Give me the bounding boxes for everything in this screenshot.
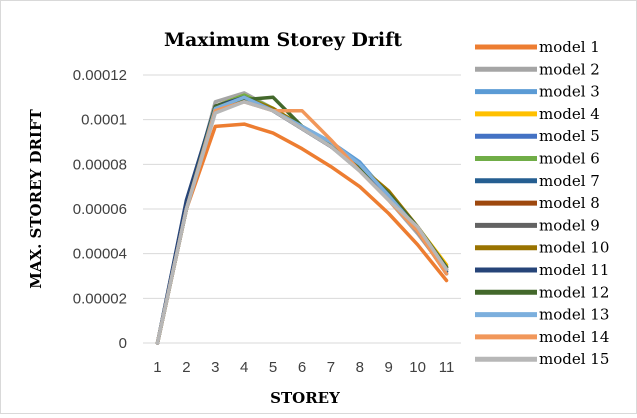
y-tick-label: 0.00004 xyxy=(73,246,127,263)
legend-label: model 1 xyxy=(539,38,600,56)
y-axis-title: MAX. STOREY DRIFT xyxy=(27,108,45,288)
legend-label: model 8 xyxy=(539,194,600,212)
y-axis-ticks: 0 0.00002 0.00004 0.00006 0.00008 0.0001 0.000… xyxy=(73,67,127,352)
legend-label: model 2 xyxy=(539,60,600,78)
series-line-model-1 xyxy=(155,122,449,345)
x-tick-label: 4 xyxy=(240,359,248,376)
gridlines xyxy=(143,74,461,344)
legend-label: model 14 xyxy=(539,328,609,346)
series-line-model-14 xyxy=(155,100,449,345)
legend-label: model 4 xyxy=(539,105,600,123)
series-line-model-12 xyxy=(155,95,449,345)
x-tick-label: 1 xyxy=(153,359,161,376)
x-tick-label: 7 xyxy=(327,359,335,376)
series-line-model-10 xyxy=(155,95,449,345)
legend-label: model 11 xyxy=(539,261,609,279)
legend-label: model 12 xyxy=(539,283,609,301)
x-axis-title: STOREY xyxy=(270,389,340,407)
series-line-model-3 xyxy=(155,95,449,345)
x-tick-label: 10 xyxy=(409,359,426,376)
legend-label: model 9 xyxy=(539,216,600,234)
x-tick-label: 9 xyxy=(385,359,393,376)
legend-label: model 5 xyxy=(539,127,600,145)
y-tick-label: 0.0001 xyxy=(81,112,127,129)
series-line-model-15 xyxy=(155,100,449,345)
series-line-model-9 xyxy=(155,97,449,345)
series-line-model-11 xyxy=(155,95,449,345)
x-tick-label: 5 xyxy=(269,359,277,376)
series-line-model-7 xyxy=(155,95,449,345)
legend-label: model 7 xyxy=(539,172,600,190)
x-tick-label: 6 xyxy=(298,359,306,376)
legend-label: model 13 xyxy=(539,306,609,324)
y-tick-label: 0.00008 xyxy=(73,156,127,173)
y-tick-label: 0.00006 xyxy=(73,201,127,218)
y-tick-label: 0.00002 xyxy=(73,290,127,307)
x-tick-label: 3 xyxy=(211,359,219,376)
legend-label: model 10 xyxy=(539,239,609,257)
y-tick-label: 0 xyxy=(119,335,127,352)
x-tick-label: 11 xyxy=(439,359,455,376)
chart-title: Maximum Storey Drift xyxy=(164,29,402,51)
series-line-model-13 xyxy=(155,95,449,345)
x-tick-label: 8 xyxy=(356,359,364,376)
y-tick-label: 0.00012 xyxy=(73,67,127,84)
legend: model 1 model 2 model 3 model 4 model 5 model… xyxy=(475,38,609,368)
x-axis-ticks: 1 2 3 4 5 6 7 8 9 10 11 xyxy=(153,359,454,376)
series-line-model-8 xyxy=(155,95,449,345)
x-tick-label: 2 xyxy=(182,359,190,376)
legend-label: model 3 xyxy=(539,83,600,101)
legend-label: model 6 xyxy=(539,150,600,168)
legend-label: model 15 xyxy=(539,350,609,368)
series-line-model-5 xyxy=(155,95,449,345)
series-lines xyxy=(155,91,449,345)
